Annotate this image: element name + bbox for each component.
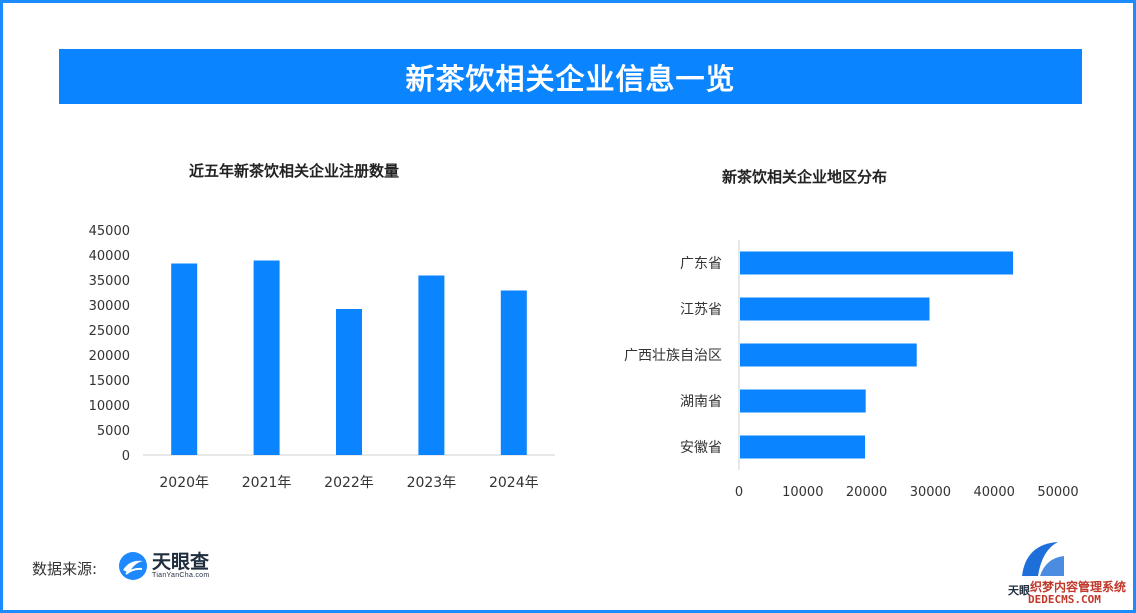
tianyancha-logo: 天眼查 TianYanCha.com <box>118 551 210 581</box>
corner-watermark: 天眼 织梦内容管理系统 DEDECMS.COM <box>1008 538 1128 608</box>
watermark-chinese: 织梦内容管理系统 <box>1030 580 1127 594</box>
source-label: 数据来源: <box>32 560 98 578</box>
logo-english-text: TianYanCha.com <box>152 572 210 579</box>
left-chart-title: 近五年新茶饮相关企业注册数量 <box>189 162 400 180</box>
corner-brand-text: 天眼 <box>1008 584 1030 597</box>
watermark-english: DEDECMS.COM <box>1028 593 1101 606</box>
right-chart-title: 新茶饮相关企业地区分布 <box>722 168 888 186</box>
tianyancha-logo-icon <box>119 552 147 580</box>
logo-chinese-text: 天眼查 <box>152 551 210 573</box>
corner-logo-icon <box>1022 542 1064 576</box>
page-title: 新茶饮相关企业信息一览 <box>59 49 1082 104</box>
